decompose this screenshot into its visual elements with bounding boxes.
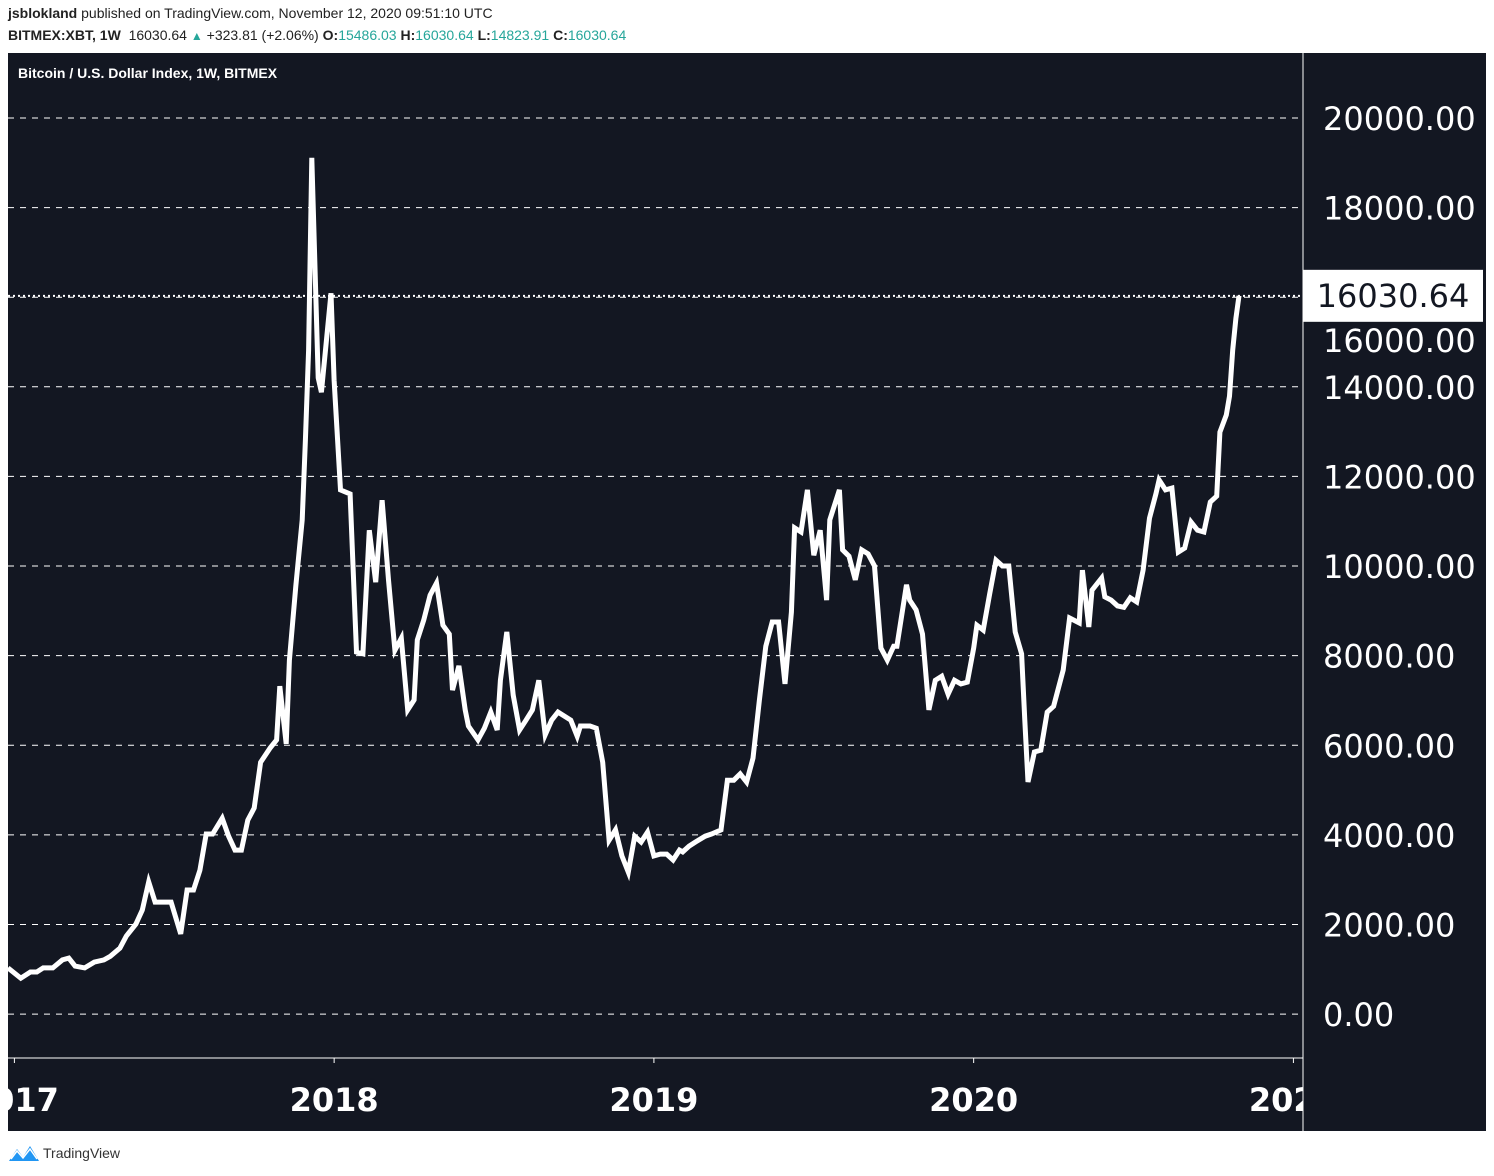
author-name[interactable]: jsblokland	[8, 5, 78, 21]
symbol-info: BITMEX:XBT, 1W 16030.64 ▲ +323.81 (+2.06…	[8, 27, 626, 43]
last-price: 16030.64	[128, 27, 187, 43]
chart-background	[8, 53, 1486, 1131]
y-tick-label: 6000.00	[1323, 727, 1455, 765]
open-label: O:	[322, 27, 339, 43]
tradingview-logo[interactable]: TradingView	[8, 1143, 120, 1163]
y-tick-label: 10000.00	[1323, 548, 1476, 586]
tradingview-logo-icon	[9, 1146, 39, 1161]
y-tick-label: 0.00	[1323, 996, 1394, 1034]
published-text: published on TradingView.com, November 1…	[81, 5, 493, 21]
open-value: 15486.03	[338, 27, 397, 43]
last-price-marker: 16030.64	[1303, 269, 1483, 322]
price-axis[interactable]: 0.00 2000.00 4000.00 6000.00 8000.00 10000.00…	[1323, 100, 1476, 1034]
y-tick-label: 14000.00	[1323, 369, 1476, 407]
x-tick-label: 2021	[1249, 1081, 1338, 1119]
low-value: 14823.91	[490, 27, 550, 43]
y-tick-label: 20000.00	[1323, 100, 1476, 138]
chart-title: Bitcoin / U.S. Dollar Index, 1W, BITMEX	[18, 65, 278, 81]
up-triangle-icon: ▲	[190, 29, 203, 43]
low-label: L:	[477, 27, 491, 43]
x-tick-label: 2020	[929, 1081, 1018, 1119]
y-tick-label: 12000.00	[1323, 458, 1476, 496]
price-chart[interactable]: 0.00 2000.00 4000.00 6000.00 8000.00 10000.00…	[8, 53, 1486, 1131]
y-tick-label: 18000.00	[1323, 190, 1476, 228]
publish-info: jsblokland published on TradingView.com,…	[8, 5, 493, 21]
x-tick-label: 2017	[8, 1081, 59, 1119]
time-axis[interactable]: 2017 2018 2019 2020 2021	[8, 1058, 1338, 1119]
symbol-label: BITMEX:XBT, 1W	[8, 27, 121, 43]
high-value: 16030.64	[415, 27, 474, 43]
price-change: +323.81 (+2.06%)	[206, 27, 319, 43]
x-tick-label: 2018	[290, 1081, 379, 1119]
y-tick-label: 2000.00	[1323, 906, 1455, 944]
close-value: 16030.64	[567, 27, 627, 43]
last-price-box	[1303, 269, 1483, 322]
y-tick-label: 16000.00	[1323, 322, 1476, 360]
last-price-label: 16030.64	[1317, 277, 1470, 315]
price-line	[8, 157, 1242, 982]
y-tick-label: 4000.00	[1323, 817, 1455, 855]
x-tick-label: 2019	[609, 1081, 698, 1119]
close-label: C:	[553, 27, 568, 43]
grid-lines	[8, 117, 1303, 1015]
y-tick-label: 8000.00	[1323, 638, 1455, 676]
tradingview-brand: TradingView	[43, 1145, 121, 1161]
high-label: H:	[400, 27, 416, 43]
